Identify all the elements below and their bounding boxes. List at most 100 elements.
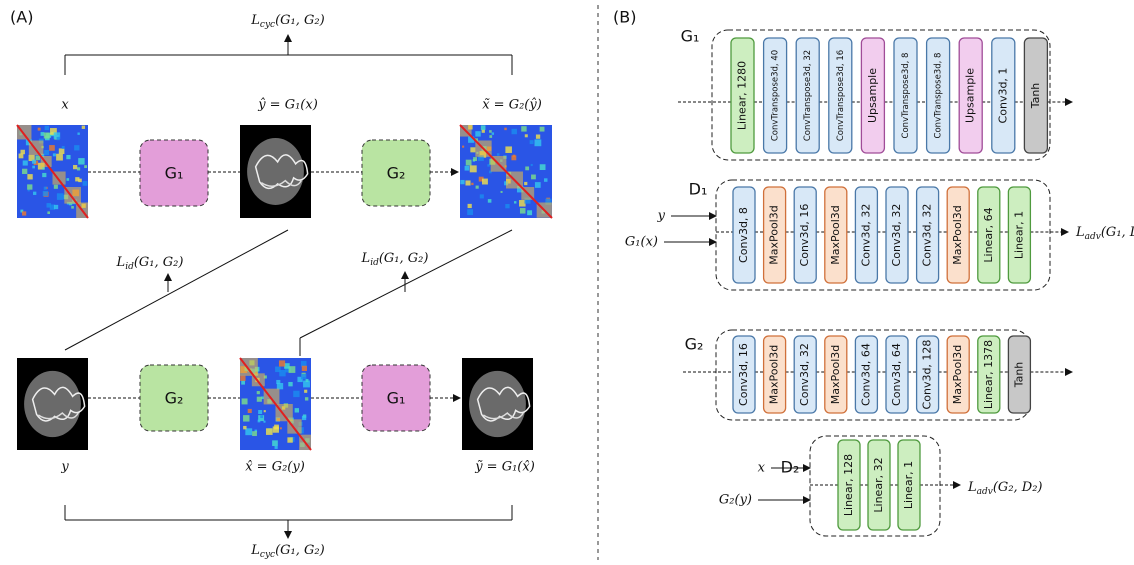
matrix-cell	[241, 381, 245, 385]
matrix-cell	[66, 155, 70, 159]
layer-label: Conv3d, 32	[921, 204, 934, 267]
layer-label: Upsample	[866, 68, 879, 123]
matrix-cell	[77, 167, 80, 170]
layer-label: Conv3d, 64	[859, 343, 872, 406]
matrix-cell	[288, 382, 292, 386]
loss-subscript: id	[370, 258, 379, 268]
matrix-cell	[295, 408, 299, 412]
loss-symbol: L	[116, 255, 126, 270]
input-label: x	[758, 461, 766, 476]
matrix-cell	[535, 182, 541, 188]
matrix-cell	[84, 165, 87, 168]
matrix-cell	[480, 194, 484, 198]
matrix-cell	[240, 376, 245, 381]
block-title: G₂	[685, 335, 704, 354]
matrix-cell	[27, 184, 32, 189]
matrix-cell	[466, 160, 472, 166]
matrix-cell	[534, 139, 541, 146]
matrix-cell	[38, 128, 41, 131]
matrix-cell	[520, 208, 526, 214]
layer-label: ConvTranspose3d, 16	[836, 50, 846, 141]
matrix-cell	[306, 379, 309, 382]
matrix-cell	[287, 437, 292, 442]
matrix-cell	[488, 199, 492, 203]
matrix-cell	[525, 134, 528, 137]
matrix-cell	[544, 178, 547, 181]
layer-label: Conv3d, 8	[737, 207, 750, 263]
matrix-cell	[53, 153, 56, 156]
matrix-cell	[462, 146, 464, 148]
layer-label: MaxPool3d	[768, 345, 781, 404]
matrix-cell	[41, 132, 45, 136]
matrix-cell	[57, 137, 60, 140]
matrix-cell	[489, 130, 492, 133]
block-title: G₁	[681, 27, 700, 46]
layer-label: ConvTranspose3d, 40	[771, 50, 781, 141]
matrix-cell	[62, 146, 65, 149]
matrix-cell	[470, 165, 477, 172]
matrix-cell	[482, 179, 488, 185]
matrix-cell	[305, 397, 308, 400]
matrix-cell	[540, 127, 545, 132]
matrix-cell	[481, 125, 486, 130]
matrix-cell	[27, 174, 32, 179]
matrix-cell	[293, 391, 299, 397]
matrix-cell	[525, 166, 529, 170]
matrix-cell	[257, 397, 262, 402]
matrix-cell	[82, 126, 85, 129]
matrix-cell	[280, 427, 282, 429]
matrix-cell	[279, 360, 285, 366]
loss-label: Lcyc(G₁, G₂)	[250, 543, 324, 560]
matrix-cell	[504, 128, 506, 130]
matrix-cell	[32, 166, 35, 169]
loss-subscript: adv	[1085, 232, 1101, 242]
matrix-cell	[266, 428, 273, 435]
loss-subscript: adv	[977, 487, 993, 497]
matrix-cell	[279, 370, 285, 376]
loss-subscript: cyc	[260, 20, 275, 30]
matrix-cell	[83, 181, 88, 186]
matrix-cell	[78, 158, 84, 164]
matrix-cell	[264, 410, 266, 412]
matrix-cell	[302, 366, 307, 371]
matrix-cell	[57, 193, 64, 200]
matrix-cell	[248, 409, 252, 413]
loss-args: (G₂, D₂)	[993, 480, 1043, 495]
matrix-cell	[22, 211, 26, 215]
matrix-cell	[23, 160, 28, 165]
brain-tissue	[247, 138, 304, 205]
matrix-cell	[74, 145, 79, 150]
matrix-cell	[78, 179, 82, 183]
figure: (A)Lcyc(G₁, G₂)xŷ = G₁(x)x̃ = G₂(ŷ)G₁G₂L…	[0, 0, 1134, 565]
matrix-cell	[531, 175, 536, 180]
matrix-cell	[42, 167, 44, 169]
matrix-cell	[476, 186, 479, 189]
connector	[65, 230, 288, 350]
matrix-cell	[301, 361, 307, 367]
matrix-cell	[465, 166, 470, 171]
matrix-cell	[497, 153, 500, 156]
matrix-cell	[54, 185, 58, 189]
matrix-cell	[59, 148, 65, 154]
matrix-cell	[460, 180, 464, 184]
matrix-cell	[36, 155, 41, 160]
panel-label: (B)	[613, 8, 636, 27]
matrix-cell	[524, 182, 527, 185]
layer-label: Conv3d, 1	[996, 68, 1009, 124]
loss-args: (G₁, G₂)	[275, 13, 325, 28]
loss-label: Ladv(G₁, D₁)	[1075, 225, 1134, 242]
layer-label: ConvTranspose3d, 32	[803, 50, 813, 141]
matrix-cell	[468, 204, 472, 208]
matrix-cell	[49, 145, 55, 151]
matrix-cell	[489, 135, 492, 138]
matrix-cell	[43, 191, 48, 196]
layer-label: Linear, 64	[982, 207, 995, 262]
loss-symbol: L	[1075, 225, 1085, 240]
loss-label: Lid(G₁, G₂)	[361, 251, 429, 268]
matrix-cell	[260, 415, 263, 418]
matrix-cell	[471, 183, 473, 185]
layer-label: MaxPool3d	[829, 205, 842, 264]
matrix-cell	[276, 380, 280, 384]
matrix-cell	[20, 150, 24, 154]
loss-label: Lcyc(G₁, G₂)	[250, 13, 324, 30]
